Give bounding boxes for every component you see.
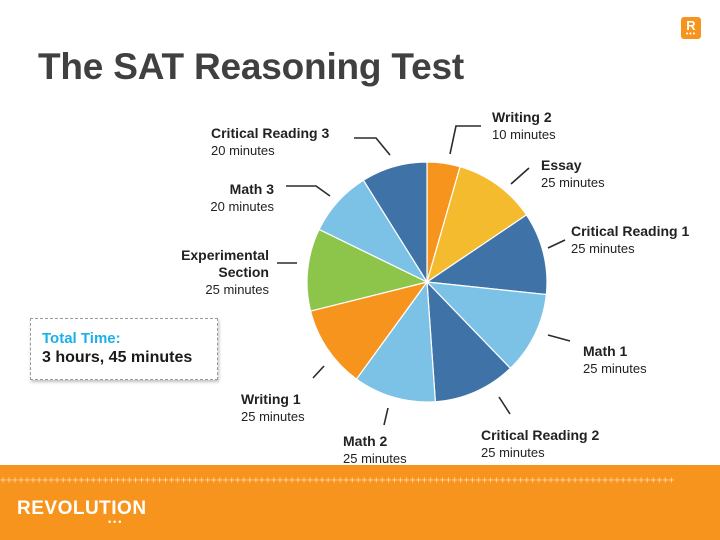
pie-slice-critical-reading-2 — [426, 280, 512, 403]
slice-duration: 25 minutes — [541, 175, 605, 190]
label-critical-reading-1: Critical Reading 1 25 minutes — [571, 223, 689, 257]
label-writing-1: Writing 1 25 minutes — [241, 391, 305, 425]
pie-slice-critical-reading-3 — [362, 161, 428, 285]
pie-slice-math-1 — [425, 281, 547, 370]
pie-slice-critical-reading-1 — [425, 214, 548, 296]
footer-plus-pattern: ++++++++++++++++++++++++++++++++++++++++… — [0, 475, 675, 486]
slice-name: Experimental Section — [181, 247, 269, 280]
label-critical-reading-3: Critical Reading 3 20 minutes — [211, 125, 329, 159]
slice-name: Writing 1 — [241, 391, 301, 407]
slice-name: Math 1 — [583, 343, 628, 359]
page-title: The SAT Reasoning Test — [38, 46, 464, 87]
slice-duration: 25 minutes — [571, 241, 635, 256]
footer-bar: ++++++++++++++++++++++++++++++++++++++++… — [0, 465, 720, 540]
label-writing-2: Writing 2 10 minutes — [492, 109, 556, 143]
slice-duration: 25 minutes — [481, 445, 545, 460]
label-math-1: Math 1 25 minutes — [583, 343, 647, 377]
slice-name: Math 2 — [343, 433, 388, 449]
slice-duration: 20 minutes — [210, 199, 274, 214]
logo-dots: ••• — [685, 31, 697, 38]
label-experimental-section: Experimental Section 25 minutes — [149, 247, 269, 298]
slice-duration: 10 minutes — [492, 127, 556, 142]
leader-line-critical-reading-3 — [354, 137, 391, 156]
label-math-2: Math 2 25 minutes — [343, 433, 407, 467]
leader-line-math-2 — [383, 407, 389, 426]
leader-line-critical-reading-2 — [498, 396, 511, 415]
slice-name: Math 3 — [229, 181, 274, 197]
pie-slice-experimental-section — [306, 228, 429, 312]
leader-line-math-3 — [286, 185, 331, 197]
leader-line-writing-1 — [312, 365, 325, 379]
total-time-value: 3 hours, 45 minutes — [42, 349, 193, 366]
total-time-label: Total Time: — [42, 330, 121, 347]
slice-duration: 25 minutes — [583, 361, 647, 376]
slice-duration: 25 minutes — [241, 409, 305, 424]
slice-name: Critical Reading 1 — [571, 223, 690, 239]
slice-duration: 25 minutes — [205, 282, 269, 297]
pie-slice-essay — [425, 165, 528, 284]
slice-name: Essay — [541, 157, 582, 173]
label-math-3: Math 3 20 minutes — [210, 181, 274, 215]
slice-duration: 20 minutes — [211, 143, 275, 158]
logo-letter: R — [686, 18, 696, 33]
slice-name: Critical Reading 3 — [211, 125, 330, 141]
pie-slice-math-2 — [355, 280, 437, 403]
slice-duration: 25 minutes — [343, 451, 407, 466]
leader-line-writing-2 — [449, 125, 481, 155]
pie-chart — [277, 125, 571, 426]
revolution-logo-dots: ••• — [108, 517, 124, 527]
leader-line-math-1 — [547, 334, 571, 342]
revolution-badge-logo: R ••• — [681, 17, 701, 39]
leader-line-critical-reading-1 — [547, 239, 566, 249]
leader-line-essay — [510, 167, 530, 185]
total-time-box: Total Time: 3 hours, 45 minutes — [30, 318, 218, 380]
revolution-logo-text: REVOLUTION — [17, 498, 147, 519]
pie-slice-writing-1 — [309, 281, 429, 380]
label-critical-reading-2: Critical Reading 2 25 minutes — [481, 427, 599, 461]
slice-name: Writing 2 — [492, 109, 552, 125]
label-essay: Essay 25 minutes — [541, 157, 605, 191]
slice-name: Critical Reading 2 — [481, 427, 600, 443]
